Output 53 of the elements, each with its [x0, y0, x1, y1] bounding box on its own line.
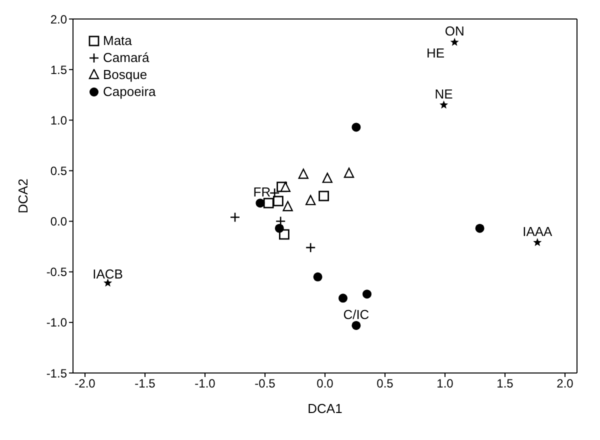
x-tick-label: -2.0	[74, 376, 96, 391]
point	[280, 182, 290, 192]
point	[256, 198, 265, 208]
y-tick-label: 1.0	[50, 113, 68, 128]
point	[306, 194, 316, 206]
y-tick-label: -1.0	[46, 316, 68, 330]
annotation: FR	[253, 184, 271, 200]
legend-label: Capoeira	[103, 83, 156, 100]
point	[322, 172, 332, 183]
y-axis-title: DCA2	[16, 178, 31, 214]
legend-label: Mata	[103, 32, 132, 49]
point	[305, 242, 316, 253]
y-tick-label: 0.0	[50, 214, 68, 229]
y-tick-label: -0.5	[46, 265, 68, 280]
x-tick-label: 0.5	[376, 376, 394, 391]
x-tick-label: 1.5	[496, 376, 514, 391]
x-tick-label: 1.0	[436, 376, 454, 391]
x-tick-label: 2.0	[556, 376, 574, 391]
y-tick-label: 0.5	[50, 164, 68, 178]
point	[263, 198, 274, 208]
y-tick-label: 1.5	[50, 62, 68, 77]
annotation: IAAA	[522, 224, 553, 239]
point	[344, 168, 354, 178]
x-tick-label: -1.0	[194, 376, 216, 391]
y-tick-label: 2.0	[50, 12, 68, 26]
point	[273, 196, 284, 206]
point	[450, 38, 459, 46]
annotation: NE	[434, 86, 454, 102]
annotation: C/IC	[343, 306, 370, 322]
point	[230, 212, 240, 222]
point	[269, 188, 280, 198]
y-tick-label: -1.5	[46, 366, 68, 380]
point	[318, 190, 329, 202]
point	[440, 100, 448, 109]
annotation: ON	[444, 24, 464, 39]
point	[274, 224, 284, 233]
point	[362, 290, 372, 299]
x-tick-label: -1.5	[134, 376, 156, 391]
annotation: HE	[426, 46, 445, 61]
point	[533, 238, 542, 246]
point	[475, 224, 484, 233]
x-tick-label: 0.0	[316, 376, 334, 391]
legend-label: Bosque	[103, 66, 148, 83]
point	[352, 122, 361, 132]
x-tick-label: -0.5	[254, 376, 276, 391]
legend-label: Camará	[103, 49, 150, 66]
point	[282, 201, 293, 212]
annotation: IACB	[92, 266, 123, 282]
point	[338, 294, 348, 303]
x-axis-title: DCA1	[308, 401, 342, 416]
point	[313, 272, 322, 282]
point	[298, 168, 308, 179]
point	[352, 320, 361, 330]
